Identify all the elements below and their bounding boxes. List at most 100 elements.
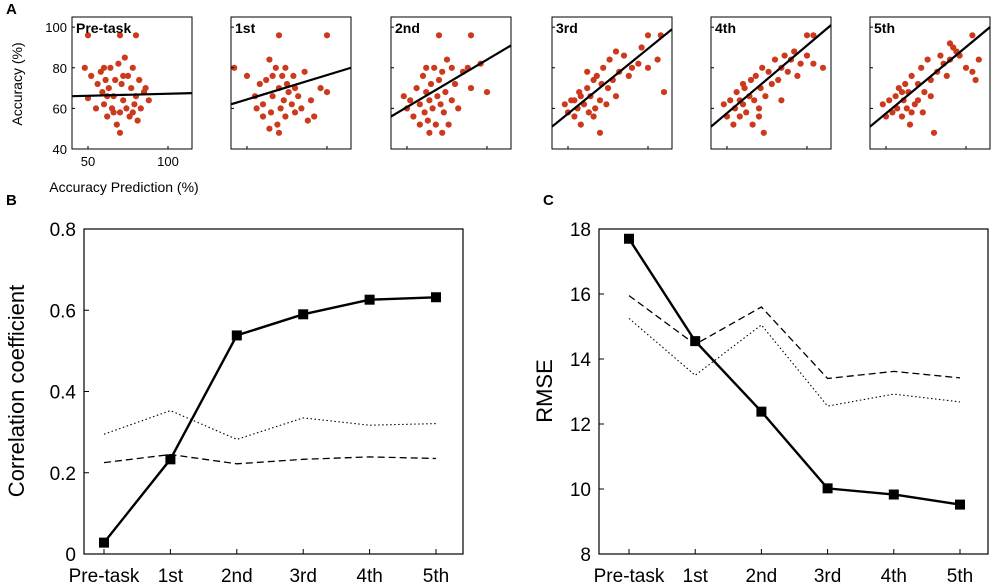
scatter-point bbox=[298, 105, 305, 112]
scatter-point bbox=[879, 101, 886, 108]
series-line-observed bbox=[103, 296, 437, 544]
scatter-point bbox=[263, 76, 270, 84]
scatter-point bbox=[921, 89, 928, 96]
scatter-point bbox=[307, 97, 315, 104]
scatter-points bbox=[870, 26, 990, 136]
fit-line bbox=[391, 44, 511, 118]
scatter-point bbox=[733, 89, 740, 96]
panel-b-axes-box bbox=[83, 228, 464, 555]
scatter-point bbox=[400, 93, 407, 100]
scatter-point bbox=[924, 56, 931, 63]
scatter-point bbox=[120, 72, 127, 79]
panel-a-scatter-grid: Accuracy (%) Accuracy Prediction (%) Pre… bbox=[9, 16, 991, 195]
scatter-subplot-5: 4th bbox=[710, 16, 832, 150]
scatter-point bbox=[439, 129, 446, 136]
scatter-point bbox=[908, 72, 915, 79]
scatter-point bbox=[110, 109, 117, 116]
scatter-point bbox=[282, 64, 289, 71]
subplot-title: 1st bbox=[235, 20, 256, 36]
series-marker-observed bbox=[431, 292, 441, 303]
series-line-dashed bbox=[628, 295, 961, 380]
scatter-point bbox=[426, 129, 433, 136]
scatter-point bbox=[269, 93, 276, 100]
scatter-point bbox=[448, 97, 455, 104]
scatter-point bbox=[274, 121, 281, 128]
scatter-point bbox=[256, 80, 263, 88]
scatter-point bbox=[919, 109, 926, 116]
scatter-subplot-1: Pre-task 50 100 40 60 80 100 bbox=[45, 16, 193, 169]
scatter-point bbox=[423, 64, 430, 71]
scatter-point bbox=[118, 80, 125, 88]
scatter-axes-box bbox=[869, 16, 991, 150]
series-marker-observed bbox=[298, 309, 309, 320]
scatter-point bbox=[886, 97, 893, 104]
scatter-point bbox=[419, 72, 427, 79]
scatter-point bbox=[889, 109, 896, 116]
scatter-point bbox=[259, 101, 267, 108]
scatter-point bbox=[810, 32, 817, 39]
series-line-dotted bbox=[628, 317, 961, 407]
scatter-point bbox=[819, 64, 827, 71]
scatter-point bbox=[644, 64, 652, 71]
x-tick-label: 3rd bbox=[814, 566, 841, 587]
scatter-point bbox=[94, 80, 101, 88]
scatter-point bbox=[972, 76, 979, 84]
scatter-point bbox=[902, 80, 909, 88]
scatter-point bbox=[100, 64, 108, 71]
scatter-point bbox=[571, 97, 578, 104]
scatter-point bbox=[451, 80, 459, 88]
scatter-point bbox=[765, 68, 772, 75]
scatter-point bbox=[969, 32, 976, 39]
scatter-point bbox=[937, 52, 944, 59]
scatter-point bbox=[638, 44, 645, 51]
scatter-point bbox=[434, 93, 441, 100]
scatter-point bbox=[736, 113, 743, 120]
scatter-point bbox=[280, 97, 287, 104]
y-tick-label: 60 bbox=[53, 101, 67, 116]
scatter-point bbox=[121, 54, 128, 61]
scatter-point bbox=[116, 32, 124, 39]
series-marker-observed bbox=[690, 336, 701, 347]
scatter-point bbox=[116, 109, 124, 116]
scatter-point bbox=[290, 72, 297, 79]
panel-a-ylabel: Accuracy (%) bbox=[9, 42, 25, 125]
series-line-dotted bbox=[103, 410, 437, 440]
y-tick-label: 14 bbox=[570, 350, 592, 371]
scatter-point bbox=[606, 56, 613, 63]
scatter-point bbox=[266, 56, 273, 63]
scatter-point bbox=[930, 129, 938, 136]
subplot-title: 4th bbox=[715, 20, 736, 36]
subplot-title: 2nd bbox=[395, 20, 420, 36]
x-tick-label: 2nd bbox=[221, 566, 253, 587]
scatter-point bbox=[781, 52, 788, 59]
scatter-point bbox=[145, 97, 152, 104]
series-marker-observed bbox=[955, 499, 965, 510]
scatter-point bbox=[92, 105, 100, 112]
scatter-point bbox=[596, 97, 604, 104]
series-marker-observed bbox=[822, 483, 833, 494]
scatter-point bbox=[943, 72, 950, 79]
fit-line bbox=[72, 92, 192, 98]
panel-c-line-chart: RMSE 8 10 12 14 16 18 Pre-task 1st 2nd 3rd 4th 5th bbox=[532, 220, 989, 587]
x-tick-label: 100 bbox=[157, 154, 179, 169]
x-tick-label: 50 bbox=[81, 154, 95, 169]
y-tick-label: 8 bbox=[580, 545, 591, 566]
y-tick-label: 0.2 bbox=[50, 464, 76, 485]
scatter-point bbox=[927, 93, 934, 100]
scatter-point bbox=[794, 72, 801, 79]
scatter-point bbox=[906, 121, 914, 128]
scatter-point bbox=[467, 85, 475, 92]
scatter-axes-box bbox=[71, 16, 193, 150]
scatter-point bbox=[755, 105, 763, 112]
scatter-point bbox=[99, 89, 106, 96]
scatter-point bbox=[283, 80, 291, 88]
scatter-point bbox=[416, 101, 423, 108]
scatter-point bbox=[253, 105, 260, 112]
scatter-point bbox=[128, 85, 135, 92]
scatter-point bbox=[946, 40, 954, 47]
scatter-point bbox=[903, 105, 910, 112]
scatter-point bbox=[810, 60, 817, 67]
scatter-point bbox=[323, 89, 331, 96]
scatter-point bbox=[129, 109, 136, 116]
scatter-point bbox=[628, 64, 636, 71]
